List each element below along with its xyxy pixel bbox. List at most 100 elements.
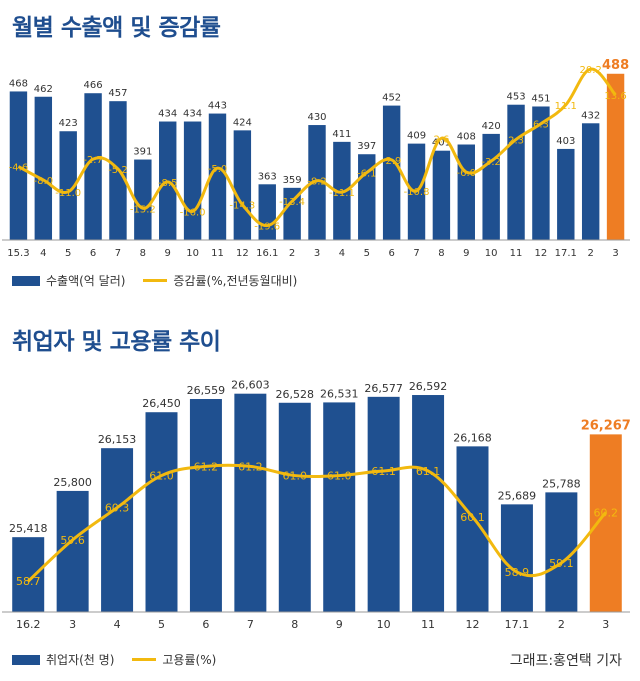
x-tick-label: 9 — [336, 618, 343, 631]
legend-bar-label: 수출액(억 달러) — [46, 274, 126, 288]
chart1-title: 월별 수출액 및 증감률 — [12, 15, 221, 41]
line-value-label: -19.6 — [254, 222, 280, 233]
line-value-label: -6.1 — [357, 168, 377, 179]
line-value-label: -5.2 — [108, 165, 128, 176]
line-value-label: 13.6 — [604, 91, 626, 102]
chart1-legend: 수출액(억 달러) 증감률(%,전년동월대비) — [12, 272, 309, 289]
bar — [367, 396, 400, 612]
x-tick-label: 2 — [558, 618, 565, 631]
line-value-label: -5.0 — [208, 164, 228, 175]
line-value-label: 11.1 — [555, 101, 577, 112]
x-tick-label: 4 — [114, 618, 121, 631]
x-tick-label: 9 — [463, 248, 469, 259]
line-value-label: -11.1 — [329, 188, 355, 199]
line-value-label: -2.7 — [83, 155, 103, 166]
line-value-label: 60.1 — [460, 511, 485, 524]
bar-value-label: 26,153 — [98, 433, 137, 446]
bar-value-label: 453 — [506, 92, 525, 103]
bar-value-label: 451 — [531, 93, 550, 104]
bar-value-label: 408 — [457, 132, 476, 143]
bar — [234, 393, 267, 612]
bar — [189, 399, 222, 612]
bar-value-label: 25,800 — [53, 476, 92, 489]
x-tick-label: 7 — [115, 248, 121, 259]
bar — [589, 434, 622, 612]
bar-value-label: 359 — [283, 175, 302, 186]
line-value-label: -10.8 — [404, 187, 430, 198]
bar — [412, 395, 445, 612]
x-tick-label: 12 — [535, 248, 548, 259]
bar-value-label: 457 — [108, 88, 127, 99]
x-tick-label: 6 — [202, 618, 209, 631]
x-tick-label: 10 — [377, 618, 391, 631]
bar-value-label: 452 — [382, 93, 401, 104]
line-value-label: 61.0 — [327, 470, 352, 483]
bar-value-label: 391 — [133, 147, 152, 158]
x-tick-label: 11 — [211, 248, 224, 259]
line-value-label: -8.0 — [34, 176, 54, 187]
bar-value-label: 363 — [258, 171, 277, 182]
bar-value-label: 434 — [158, 109, 177, 120]
bar-value-label: 466 — [84, 80, 103, 91]
x-tick-label: 3 — [602, 618, 609, 631]
bar-value-label: 26,577 — [364, 382, 403, 395]
bar-value-label: 397 — [357, 141, 376, 152]
x-tick-label: 5 — [65, 248, 71, 259]
legend-bar-label: 취업자(천 명) — [46, 653, 115, 667]
bar-value-label: 443 — [208, 101, 227, 112]
line-value-label: 59.1 — [549, 557, 574, 570]
bar-value-label: 25,418 — [9, 522, 48, 535]
bar-value-label: 26,559 — [187, 384, 226, 397]
bar-value-label: 430 — [307, 112, 326, 123]
line-value-label: 58.9 — [505, 566, 530, 579]
chart2-title: 취업자 및 고용률 추이 — [12, 329, 221, 355]
x-tick-label: 11 — [510, 248, 523, 259]
bar-value-label: 26,603 — [231, 379, 270, 392]
line-value-label: 20.2 — [580, 65, 602, 76]
bar-value-label: 25,788 — [542, 477, 581, 490]
line-value-label: 60.3 — [105, 502, 130, 515]
x-tick-label: 11 — [421, 618, 435, 631]
line-series — [17, 67, 617, 228]
bar — [532, 106, 550, 240]
bar — [278, 402, 311, 612]
x-tick-label: 5 — [364, 248, 370, 259]
x-tick-label: 3 — [69, 618, 76, 631]
bar — [145, 412, 178, 612]
x-tick-label: 3 — [612, 248, 618, 259]
chart1-svg: 46815.3462442354666457739184349434104431… — [2, 58, 630, 259]
bar-value-label: 488 — [602, 58, 629, 73]
bar — [233, 130, 252, 240]
legend-line-label: 고용률(%) — [162, 653, 217, 667]
x-tick-label: 9 — [165, 248, 171, 259]
bar-value-label: 26,528 — [276, 388, 315, 401]
legend-bar-swatch — [12, 275, 40, 286]
line-value-label: 61.2 — [238, 460, 263, 473]
line-value-label: -14.3 — [229, 201, 255, 212]
legend-bar-swatch — [12, 654, 40, 665]
bar — [34, 96, 53, 240]
bar-value-label: 420 — [482, 121, 501, 132]
bar-value-label: 411 — [332, 129, 351, 140]
bar-value-label: 401 — [432, 138, 451, 149]
x-tick-label: 7 — [413, 248, 419, 259]
bar-value-label: 409 — [407, 131, 426, 142]
line-value-label: 2.6 — [433, 134, 449, 145]
x-tick-label: 12 — [236, 248, 249, 259]
bar — [557, 148, 575, 240]
line-value-label: -8.2 — [307, 177, 327, 188]
bar-value-label: 423 — [59, 118, 78, 129]
line-value-label: -8.5 — [158, 178, 178, 189]
line-value-label: -2.9 — [382, 156, 402, 167]
x-tick-label: 17.1 — [505, 618, 530, 631]
x-tick-label: 10 — [485, 248, 498, 259]
x-tick-label: 3 — [314, 248, 320, 259]
bar-value-label: 432 — [581, 110, 600, 121]
x-tick-label: 4 — [339, 248, 345, 259]
legend-line-swatch — [143, 279, 168, 282]
x-tick-label: 8 — [438, 248, 444, 259]
bar — [59, 131, 77, 240]
line-value-label: -13.4 — [279, 197, 305, 208]
x-tick-label: 2 — [289, 248, 295, 259]
